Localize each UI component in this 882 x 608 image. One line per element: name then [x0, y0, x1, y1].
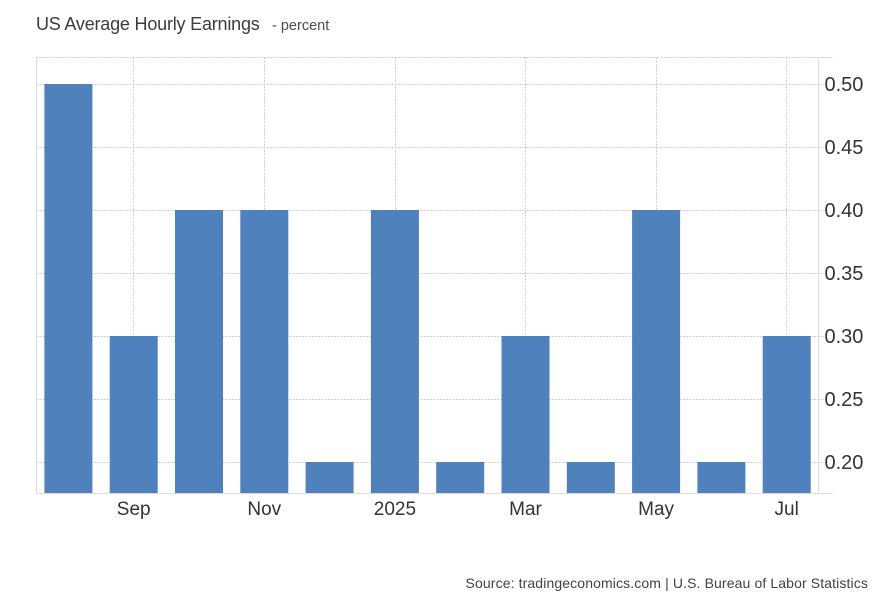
svg-text:Jul: Jul [775, 499, 799, 520]
svg-text:2025: 2025 [374, 499, 416, 520]
svg-text:Sep: Sep [117, 499, 151, 520]
svg-text:0.35: 0.35 [825, 263, 864, 285]
svg-text:US Average Hourly Earnings- pe: US Average Hourly Earnings - percent [36, 14, 329, 34]
svg-text:Source: tradingeconomics.com |: Source: tradingeconomics.com | U.S. Bure… [466, 575, 868, 591]
svg-text:0.45: 0.45 [825, 137, 864, 159]
svg-text:Mar: Mar [509, 499, 542, 520]
svg-text:0.30: 0.30 [825, 326, 864, 348]
svg-text:0.50: 0.50 [825, 74, 864, 96]
svg-text:May: May [638, 499, 674, 520]
svg-text:0.20: 0.20 [825, 452, 864, 474]
svg-text:Nov: Nov [247, 499, 281, 520]
svg-text:0.40: 0.40 [825, 200, 864, 222]
svg-text:0.25: 0.25 [825, 389, 864, 411]
